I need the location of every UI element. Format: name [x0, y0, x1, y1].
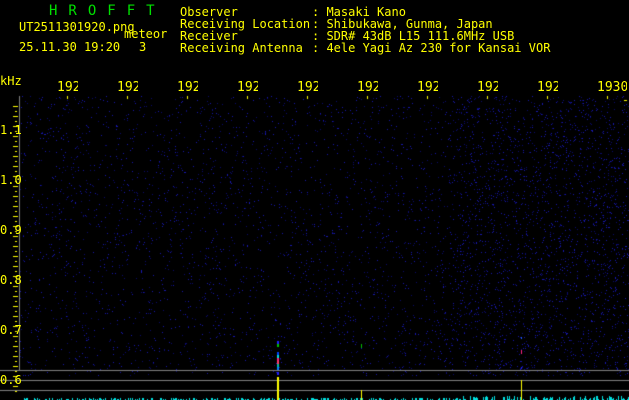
info-label: Receiving Antenna: [180, 41, 303, 55]
info-value: : Shibukawa, Gunma, Japan: [312, 17, 493, 31]
datetime: 25.11.30 19:20: [19, 40, 121, 54]
x-tick-label: 1927: [417, 81, 438, 94]
info-value: : SDR# 43dB L15 111.6MHz USB: [312, 29, 515, 43]
info-label: Observer: [180, 5, 238, 19]
x-tick-label: 1930: [597, 81, 627, 94]
file-name: UT2511301920.png: [19, 20, 135, 34]
info-label: Receiving Location: [180, 17, 311, 31]
app-title: HROFFT: [49, 3, 166, 19]
y-tick-label: 0.7: [0, 323, 22, 337]
y-tick-label: 1.0: [0, 173, 22, 187]
info-value: : Masaki Kano: [312, 5, 406, 19]
info-label: Receiver: [180, 29, 238, 43]
x-tick-label: 1922: [117, 81, 138, 94]
y-unit-label: kHz: [0, 74, 22, 88]
info-value: : 4ele Yagi Az 230 for Kansai VOR: [312, 41, 551, 55]
y-tick-label: 0.6: [0, 373, 22, 387]
x-tick-label: 1928: [477, 81, 498, 94]
y-tick-label: 0.8: [0, 273, 22, 287]
x-tick-label: 1925: [297, 81, 318, 94]
y-tick-label: 1.1: [0, 123, 22, 137]
y-tick-label: 0.9: [0, 223, 22, 237]
x-tick-label: 1929: [537, 81, 558, 94]
x-tick-label: 1923: [177, 81, 198, 94]
mode-label: meteor: [124, 27, 168, 41]
meteor-count: 3: [139, 40, 147, 54]
x-tick-label: 1924: [237, 81, 258, 94]
x-tick-label: 1926: [357, 81, 378, 94]
